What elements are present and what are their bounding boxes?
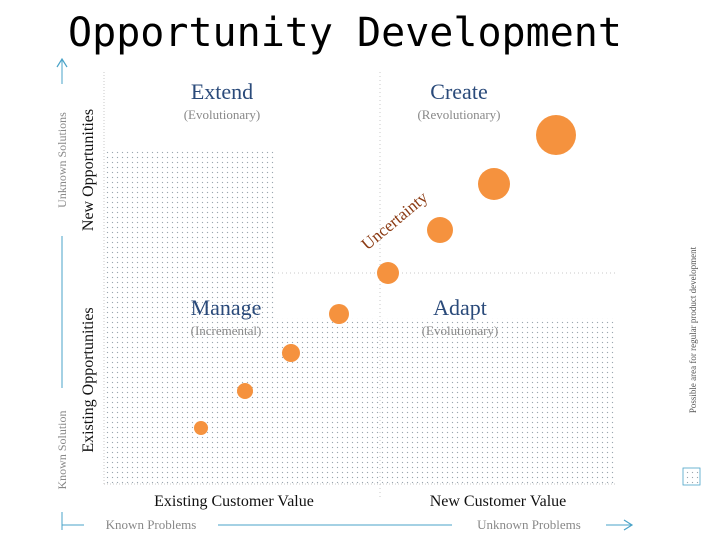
quadrant-extend-subtitle: (Evolutionary) [184, 107, 261, 122]
legend-label: Possible area for regular product develo… [688, 246, 698, 413]
uncertainty-bubble [427, 217, 453, 243]
quadrant-adapt-subtitle: (Evolutionary) [422, 323, 499, 338]
uncertainty-bubble [536, 115, 576, 155]
uncertainty-bubble [282, 344, 300, 362]
x-outer-left-label: Known Problems [106, 517, 197, 532]
y-outer-top-label: Unknown Solutions [55, 112, 69, 208]
legend-swatch [682, 467, 701, 486]
quadrant-create-subtitle: (Revolutionary) [417, 107, 500, 122]
uncertainty-bubble [478, 168, 510, 200]
uncertainty-bubble [237, 383, 253, 399]
y-inner-top-label: New Opportunities [80, 109, 97, 231]
y-inner-bottom-label: Existing Opportunities [80, 307, 97, 452]
uncertainty-bubble [329, 304, 349, 324]
quadrant-manage-label: Manage [191, 295, 262, 320]
page-title: Opportunity Development [68, 10, 622, 56]
quadrant-create-label: Create [430, 79, 487, 104]
uncertainty-label: Uncertainty [358, 187, 432, 253]
quadrant-manage-subtitle: (Incremental) [191, 323, 262, 338]
x-inner-right-label: New Customer Value [430, 493, 567, 510]
quadrant-extend-label: Extend [191, 79, 253, 104]
uncertainty-bubble [377, 262, 399, 284]
x-inner-left-label: Existing Customer Value [154, 493, 314, 510]
x-outer-right-label: Unknown Problems [477, 517, 581, 532]
y-axis-arrow-icon [56, 57, 68, 68]
y-outer-bottom-label: Known Solution [55, 410, 69, 489]
quadrant-adapt-label: Adapt [433, 295, 487, 320]
x-axis-arrow-icon [623, 519, 634, 531]
shaded-region-bottom [274, 318, 616, 484]
uncertainty-bubble [194, 421, 208, 435]
x-axis-gap-right [452, 518, 606, 532]
shaded-region-left [104, 150, 274, 484]
x-axis-gap-left [84, 518, 218, 532]
